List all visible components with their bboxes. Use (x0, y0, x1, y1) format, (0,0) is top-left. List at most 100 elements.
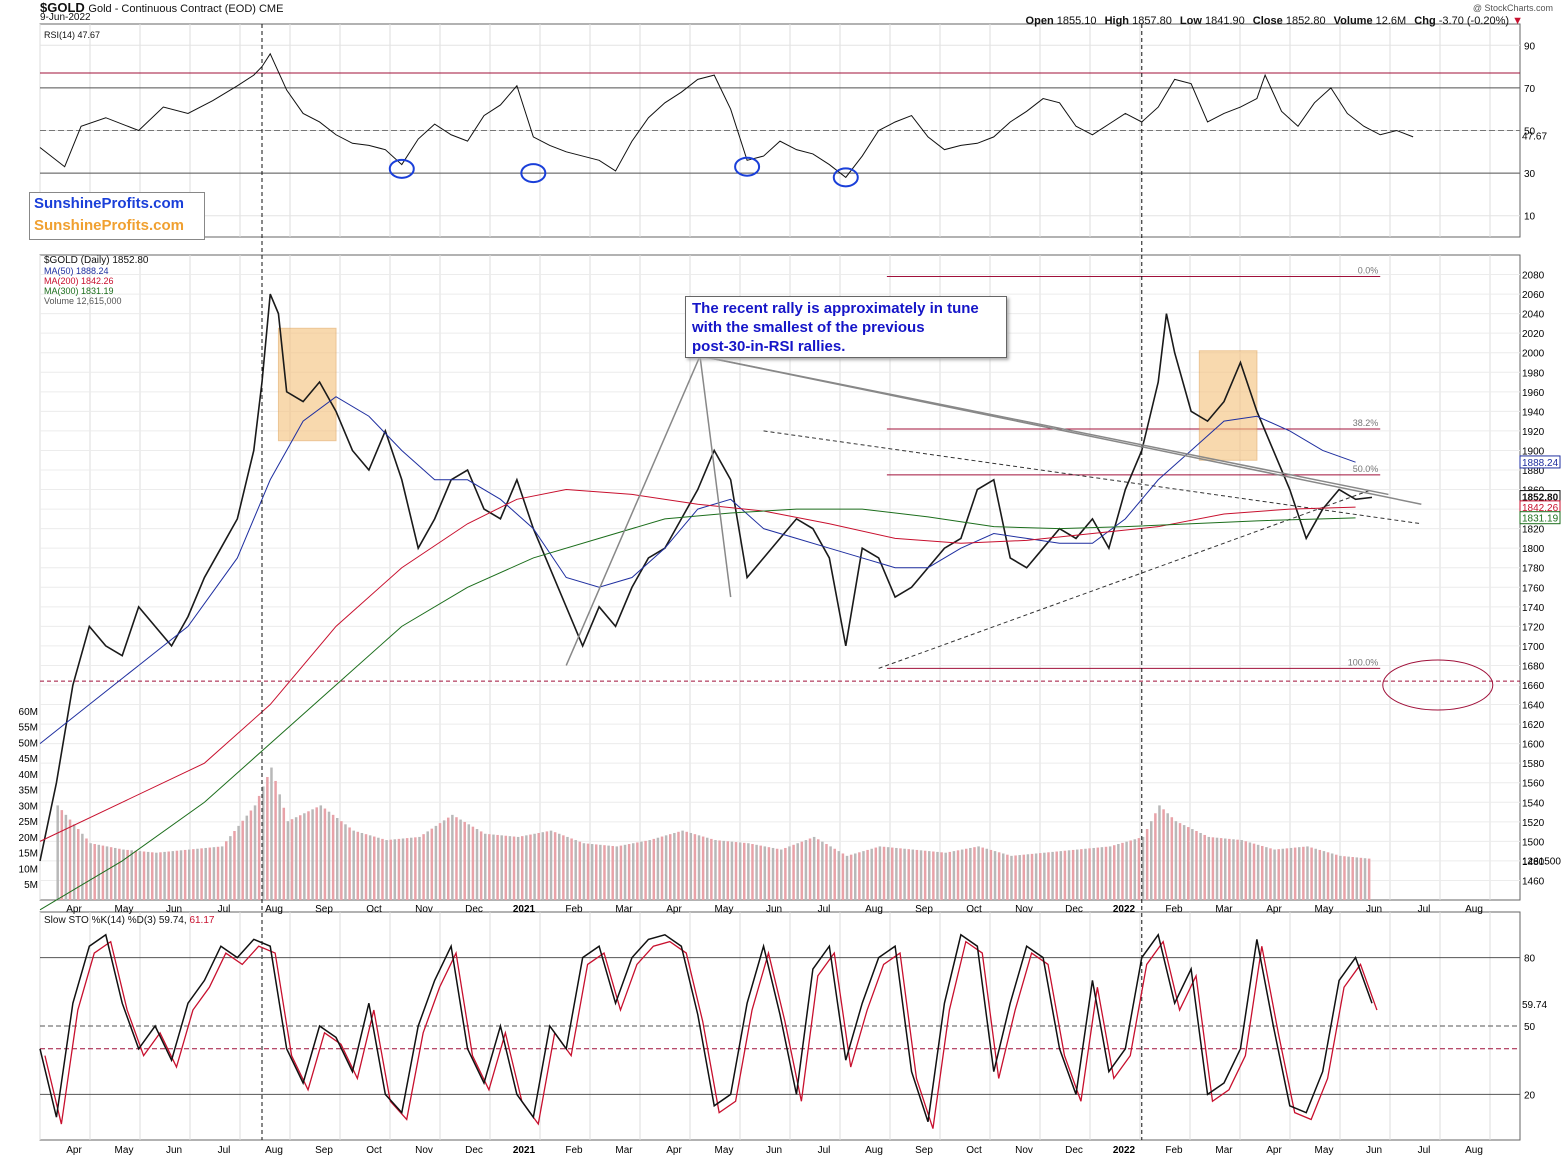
volume-bar (607, 845, 610, 900)
volume-bar (175, 850, 179, 900)
volume-bar (356, 831, 360, 900)
volume-bar (208, 847, 212, 900)
volume-bar (697, 835, 701, 900)
volume-bar (812, 836, 816, 900)
month-label: Jul (1418, 904, 1431, 915)
close-value: 1852.80 (1285, 15, 1326, 27)
volume-bar (68, 819, 72, 900)
volume-bar (1133, 839, 1137, 900)
volume-bar (1256, 844, 1260, 900)
volume-bar (393, 839, 397, 900)
price-tick-label: 2020 (1522, 329, 1545, 340)
volume-tick-label: 50M (19, 738, 38, 749)
volume-bar (1252, 843, 1256, 900)
volume-bar (475, 829, 479, 900)
month-label: 2022 (1113, 904, 1136, 915)
volume-bar (109, 847, 113, 900)
volume-bar (1289, 847, 1293, 900)
volume-bar (747, 843, 750, 900)
volume-bar (434, 825, 438, 900)
month-label: Sep (315, 904, 333, 915)
volume-bar (1010, 855, 1013, 900)
volume-bar (307, 811, 310, 900)
volume-bar (862, 851, 865, 900)
volume-bar (122, 849, 125, 900)
volume-bar (919, 850, 923, 900)
month-label: Aug (265, 904, 283, 915)
volume-bar (817, 839, 820, 900)
volume-bar (422, 834, 425, 900)
price-tick-label: 1700 (1522, 642, 1545, 653)
volume-bar (829, 846, 832, 900)
volume-bar (1355, 857, 1359, 900)
volume-bar (192, 849, 195, 900)
volume-bar (808, 838, 812, 900)
month-label: May (115, 1145, 134, 1156)
volume-bar (1141, 836, 1145, 900)
month-label: Apr (1266, 1145, 1282, 1156)
month-label: May (715, 1145, 734, 1156)
price-tick-label: 2000 (1522, 349, 1545, 360)
volume-tick-label: 15M (19, 849, 38, 860)
volume-bar (1043, 852, 1046, 900)
month-label: Nov (1015, 904, 1033, 915)
low-value: 1841.90 (1204, 15, 1245, 27)
volume-bar (64, 814, 68, 900)
month-label: Dec (465, 1145, 483, 1156)
price-tick-label: 1960 (1522, 388, 1545, 399)
month-label: May (115, 904, 134, 915)
month-label: Jun (766, 1145, 782, 1156)
month-label: Jul (218, 1145, 231, 1156)
volume-bar (340, 821, 343, 900)
month-label: Feb (1165, 904, 1183, 915)
volume-bar (1203, 834, 1206, 900)
month-label: Dec (465, 904, 483, 915)
volume-bar (410, 837, 413, 900)
sto-last-label: 59.74 (1522, 1000, 1547, 1011)
volume-bar (767, 847, 771, 900)
volume-bar (1080, 849, 1083, 900)
month-label: Oct (966, 904, 982, 915)
volume-bar (253, 805, 257, 900)
volume-bar (1113, 845, 1116, 900)
volume-bar (627, 844, 631, 900)
volume-bar (216, 846, 220, 900)
volume-bar (854, 853, 857, 900)
month-label: Jun (166, 904, 182, 915)
month-label: Sep (915, 904, 933, 915)
chg-value: -3.70 (-0.20%) (1438, 15, 1510, 27)
volume-bar (1261, 845, 1264, 900)
volume-bar (1059, 851, 1063, 900)
volume-bar (915, 849, 919, 900)
volume-bar (640, 841, 643, 900)
volume-bar (1211, 837, 1215, 900)
series-ma200 (39, 489, 1356, 842)
target-ellipse (1382, 659, 1494, 711)
fib-level-label: 38.2% (1353, 418, 1379, 428)
price-tick-label: 1820 (1522, 525, 1545, 536)
volume-bar (891, 847, 894, 900)
volume-bar (973, 847, 976, 900)
sto-tick-label: 80 (1524, 954, 1536, 965)
volume-bar (294, 817, 298, 900)
volume-bar (516, 836, 520, 900)
volume-bar (405, 838, 409, 900)
month-label: Nov (415, 1145, 433, 1156)
price-tick-label: 1720 (1522, 622, 1545, 633)
price-value-tag-label: 1888.24 (1522, 458, 1559, 469)
volume-bar (714, 840, 717, 900)
volume-bar (126, 849, 129, 900)
volume-bar (249, 810, 253, 900)
volume-bar (1273, 849, 1276, 900)
volume-bar (479, 831, 483, 900)
rsi-legend-text: RSI(14) 47.67 (44, 30, 101, 40)
volume-tick-label: 40M (19, 770, 38, 781)
volume-bar (648, 840, 651, 900)
price-tick-label: 1520 (1522, 818, 1545, 829)
volume-bar (529, 834, 532, 900)
open-value: 1855.10 (1056, 15, 1097, 27)
month-label: Jun (1366, 1145, 1382, 1156)
price-tick-label: 1620 (1522, 720, 1545, 731)
volume-bar (923, 850, 927, 900)
rsi-last-label: 47.67 (1522, 131, 1547, 142)
